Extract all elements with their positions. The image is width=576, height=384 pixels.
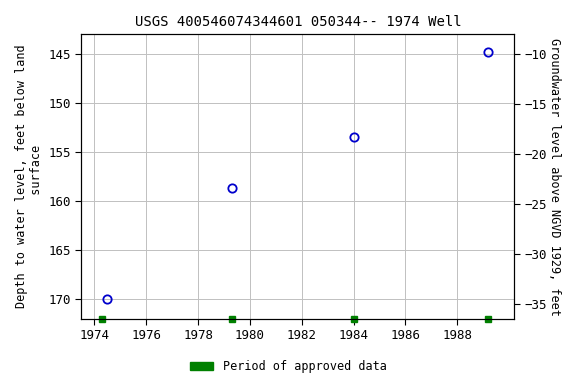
Legend: Period of approved data: Period of approved data xyxy=(185,356,391,378)
Y-axis label: Groundwater level above NGVD 1929, feet: Groundwater level above NGVD 1929, feet xyxy=(548,38,561,315)
Title: USGS 400546074344601 050344-- 1974 Well: USGS 400546074344601 050344-- 1974 Well xyxy=(135,15,461,29)
Y-axis label: Depth to water level, feet below land
  surface: Depth to water level, feet below land su… xyxy=(15,45,43,308)
